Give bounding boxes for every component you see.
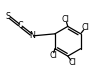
Text: Cl: Cl <box>82 23 89 32</box>
Text: N: N <box>29 31 35 40</box>
Text: Cl: Cl <box>49 51 57 60</box>
Text: C: C <box>17 21 23 30</box>
Text: Cl: Cl <box>69 58 77 67</box>
Text: S: S <box>6 12 11 21</box>
Text: Cl: Cl <box>62 15 70 24</box>
